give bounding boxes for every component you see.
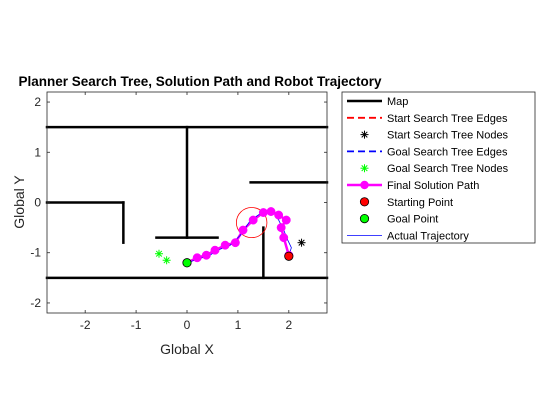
solution-path-marker-13 [192,253,202,263]
legend-entry-start_point-swatch [359,197,370,207]
y-tick-label-3: 1 [34,145,41,159]
robot-footprint-circle [235,207,268,239]
y-axis-label: Global Y [11,175,27,229]
legend-entry-start_nodes-swatch-stroke-3 [361,131,368,138]
plot-area: -2 -1 0 1 2 -2 -1 0 1 2 [30,91,329,332]
solution-path-marker-12 [201,250,211,260]
legend-entry-solution-swatch-marker [360,180,369,190]
legend-entries: Map Start Search Tree Edges Start Search T… [347,96,509,242]
legend-entry-goal_edges-label: Goal Search Tree Edges [387,146,508,158]
y-tick-label-4: 2 [34,95,41,109]
legend-entry-start_nodes-label: Start Search Tree Nodes [387,130,509,142]
x-tick-label-4: 2 [285,318,292,332]
legend-entry-solution: Final Solution Path [347,180,479,192]
x-tick-label-0: -2 [80,318,91,332]
legend-entry-goal_point-label: Goal Point [387,214,438,226]
start-tree-node-0 [297,238,306,247]
tick-layer: -2 -1 0 1 2 -2 -1 0 1 2 [30,92,327,332]
legend-entry-goal_point-swatch [359,214,370,224]
legend-entry-start_nodes-swatch [360,130,369,139]
legend-entry-goal_nodes-swatch-stroke-3 [361,165,368,172]
solution-path-marker-6 [258,208,268,217]
legend-entry-goal_nodes-swatch [360,164,369,173]
solution-path-marker-7 [248,215,258,225]
goal-tree-node-0-stroke-3 [155,250,163,257]
x-tick-label-1: -1 [131,318,142,332]
goal-tree-node-0 [155,249,163,258]
x-tick-label-3: 1 [235,318,242,332]
legend-entry-start_edges-label: Start Search Tree Edges [387,113,508,125]
chart-title: Planner Search Tree, Solution Path and R… [18,74,382,89]
y-tick-label-2: 0 [34,196,41,210]
solution-path-marker-10 [220,240,230,250]
legend: Map Start Search Tree Edges Start Search T… [341,91,536,244]
legend-entry-start_nodes: Start Search Tree Nodes [360,130,509,142]
legend-entry-goal_point: Goal Point [359,214,438,226]
y-tick-label-0: -2 [30,296,41,310]
legend-entry-solution-label: Final Solution Path [387,180,479,192]
solution-path-marker-3 [281,215,291,225]
legend-entry-start_point: Starting Point [359,197,453,209]
legend-entry-goal_edges: Goal Search Tree Edges [347,146,508,158]
solution-path-marker-1 [279,233,289,243]
y-tick-label-1: -1 [30,246,41,260]
legend-entry-goal_nodes-label: Goal Search Tree Nodes [387,163,509,175]
legend-entry-map-label: Map [387,96,408,108]
legend-entry-goal_nodes: Goal Search Tree Nodes [360,163,509,175]
solution-path-marker-2 [276,223,286,233]
solution-path-marker-9 [230,238,240,248]
x-axis-label: Global X [160,341,214,357]
starting-point-marker [284,251,294,261]
data-layer [45,125,329,280]
solution-path-marker-4 [274,210,284,220]
goal-tree-node-1-stroke-3 [163,257,170,264]
legend-entry-map: Map [347,96,408,108]
solution-path-marker-11 [210,245,220,255]
legend-entry-start_point-label: Starting Point [387,197,453,209]
goal-tree-node-1 [162,256,171,265]
legend-entry-trajectory-label: Actual Trajectory [387,230,469,242]
solution-path-marker-8 [238,225,248,235]
solution-path-marker-5 [266,207,276,216]
start-tree-node-0-stroke-3 [298,239,305,246]
legend-entry-trajectory: Actual Trajectory [347,230,469,242]
goal-point-marker [182,258,192,268]
x-tick-label-2: 0 [184,318,191,332]
legend-entry-start_edges: Start Search Tree Edges [347,113,508,125]
